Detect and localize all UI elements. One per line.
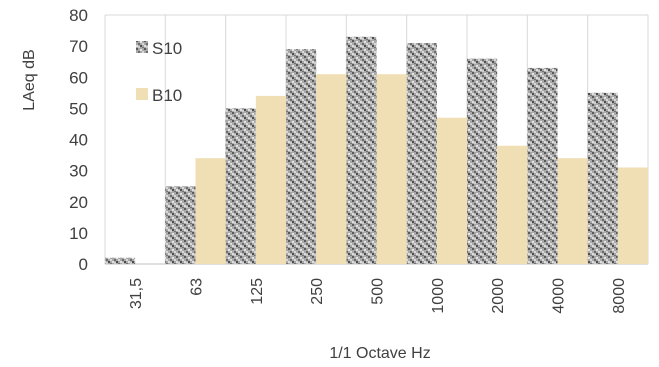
bar-s10-250 — [286, 49, 317, 264]
x-tick-label: 500 — [370, 278, 387, 305]
x-axis-label: 1/1 Octave Hz — [329, 345, 430, 362]
y-tick-label: 70 — [69, 37, 88, 56]
bar-b10-125 — [255, 95, 286, 264]
bar-s10-4000 — [527, 67, 558, 264]
legend-label-s10: S10 — [152, 39, 182, 58]
x-tick-label: 250 — [309, 278, 326, 305]
x-tick-label: 4000 — [551, 278, 568, 314]
y-tick-label: 50 — [69, 99, 88, 118]
x-tick-label: 8000 — [611, 278, 628, 314]
x-tick-label: 125 — [249, 278, 266, 305]
bar-s10-1000 — [406, 43, 437, 265]
y-tick-label: 40 — [69, 131, 88, 150]
bar-s10-63 — [165, 186, 196, 264]
y-axis-label: LAeq dB — [21, 49, 38, 110]
legend-swatch-b10 — [136, 88, 148, 100]
bar-b10-1000 — [436, 117, 467, 265]
legend: S10 B10 — [136, 39, 182, 105]
x-axis-ticks: 31,5 63 125 250 500 1000 2000 4000 8000 — [128, 278, 628, 314]
x-tick-label: 1000 — [430, 278, 447, 314]
bar-b10-500 — [376, 74, 407, 264]
bar-s10-8000 — [587, 92, 618, 264]
bar-s10-2000 — [467, 58, 498, 264]
bar-b10-2000 — [497, 145, 528, 264]
legend-swatch-s10 — [136, 41, 148, 53]
y-tick-label: 20 — [69, 193, 88, 212]
bar-b10-8000 — [617, 167, 648, 264]
bar-b10-4000 — [557, 158, 588, 264]
x-tick-label: 2000 — [490, 278, 507, 314]
bar-b10-63 — [195, 158, 226, 264]
bar-s10-31-5 — [105, 257, 136, 264]
y-axis-ticks: 0 10 20 30 40 50 60 70 80 — [69, 6, 88, 274]
y-tick-label: 0 — [79, 255, 88, 274]
bars — [105, 36, 648, 265]
y-tick-label: 80 — [69, 6, 88, 25]
bar-s10-500 — [346, 36, 377, 264]
y-tick-label: 30 — [69, 162, 88, 181]
x-tick-label: 63 — [189, 278, 206, 296]
bar-b10-250 — [316, 74, 347, 264]
y-tick-label: 10 — [69, 224, 88, 243]
y-tick-label: 60 — [69, 68, 88, 87]
x-tick-label: 31,5 — [128, 278, 145, 309]
bar-s10-125 — [225, 108, 256, 265]
legend-label-b10: B10 — [152, 86, 182, 105]
